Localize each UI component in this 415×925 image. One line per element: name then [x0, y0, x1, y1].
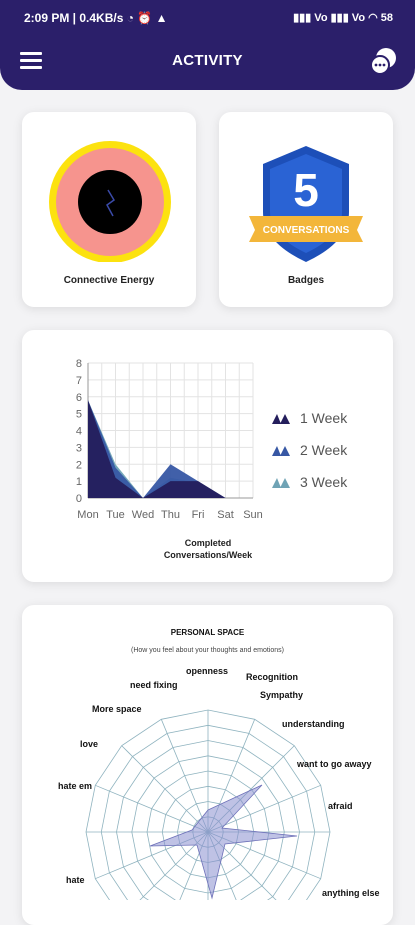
- connective-energy-card[interactable]: Connective Energy: [22, 112, 196, 307]
- radar-axis-label: understanding: [282, 719, 345, 729]
- weekly-chart-card: [22, 330, 393, 582]
- radar-ring: [116, 740, 300, 900]
- radar-axis-label: Sympathy: [260, 690, 303, 700]
- status-bar: 2:09 PM | 0.4KB/s ◔ ⏰ ▲ ▮▮▮ Vo ▮▮▮ Vo ◠ …: [0, 0, 415, 36]
- legend-label: 1 Week: [300, 410, 348, 426]
- app-bar: 2:09 PM | 0.4KB/s ◔ ⏰ ▲ ▮▮▮ Vo ▮▮▮ Vo ◠ …: [0, 0, 415, 90]
- chat-bubbles-icon[interactable]: [369, 46, 399, 76]
- legend-item: 3 Week: [272, 466, 347, 498]
- legend-swatch-icon: [272, 414, 290, 424]
- y-tick-label: 7: [76, 375, 82, 387]
- legend-swatch-icon: [272, 446, 290, 456]
- y-tick-label: 0: [76, 493, 82, 505]
- page-title: ACTIVITY: [172, 52, 243, 69]
- y-tick-label: 3: [76, 442, 82, 454]
- radar-axis-label: hate em: [58, 781, 92, 791]
- badges-card[interactable]: 5 CONVERSATIONS Badges: [219, 112, 393, 307]
- radar-spoke: [95, 784, 209, 833]
- radar-axis-label: Recognition: [246, 672, 298, 682]
- x-tick-label: Mon: [77, 509, 98, 521]
- radar-axis-label: want to go awayy: [296, 759, 372, 769]
- legend-item: 2 Week: [272, 434, 347, 466]
- x-tick-label: Fri: [192, 509, 205, 521]
- personal-space-radar: openness Recognition need fixing Sympathy Mo…: [58, 666, 380, 900]
- y-tick-label: 6: [76, 392, 82, 404]
- radar-ring: [85, 709, 331, 900]
- hamburger-icon[interactable]: [20, 52, 42, 69]
- radar-axis-label: afraid: [328, 801, 353, 811]
- chart-caption-line2: Conversations/Week: [163, 550, 253, 560]
- x-tick-label: Tue: [106, 509, 125, 521]
- series-area: [88, 400, 226, 498]
- weekly-chart: 0 1 2 3 4 5 6 7 8 Mon Tue Wed Thu Fri Sat Sun: [76, 358, 263, 521]
- radar-ring: [100, 724, 316, 900]
- personal-space-subtitle: (How you feel about your thoughts and em…: [131, 647, 284, 654]
- radar-axis-label: hate: [66, 875, 85, 885]
- y-tick-label: 4: [76, 426, 82, 438]
- radar-ring: [131, 755, 285, 900]
- radar-axis-label: More space: [92, 704, 142, 714]
- radar-spoke: [139, 831, 209, 900]
- radar-spoke: [207, 784, 321, 833]
- badge-ribbon-text: CONVERSATIONS: [263, 225, 350, 236]
- chart-caption-line1: Completed: [184, 538, 232, 548]
- x-tick-label: Sun: [243, 509, 263, 521]
- series-area: [88, 400, 226, 498]
- badge-number: 5: [293, 164, 319, 216]
- status-right: ▮▮▮ Vo ▮▮▮ Vo ◠ 58: [293, 12, 393, 24]
- badges-label: Badges: [287, 275, 325, 286]
- chart-caption: Completed Conversations/Week: [148, 537, 268, 561]
- legend-label: 2 Week: [300, 442, 348, 458]
- y-tick-label: 8: [76, 358, 82, 370]
- y-tick-label: 1: [76, 476, 82, 488]
- connective-energy-label: Connective Energy: [63, 275, 155, 286]
- radar-spoke: [121, 745, 209, 833]
- radar-axis-label: love: [80, 739, 98, 749]
- radar-axis-label: anything else: [322, 888, 380, 898]
- radar-spoke: [160, 719, 209, 833]
- radar-shape: [149, 784, 298, 900]
- y-tick-label: 5: [76, 409, 82, 421]
- radar-axis-label: need fixing: [130, 680, 178, 690]
- legend-label: 3 Week: [300, 474, 348, 490]
- x-tick-label: Sat: [217, 509, 234, 521]
- chart-legend: 1 Week 2 Week 3 Week: [272, 402, 347, 498]
- legend-item: 1 Week: [272, 402, 347, 434]
- legend-swatch-icon: [272, 478, 290, 488]
- y-tick-label: 2: [76, 459, 82, 471]
- badge-shield-icon: 5 CONVERSATIONS: [249, 146, 363, 262]
- personal-space-title: PERSONAL SPACE: [170, 628, 245, 637]
- x-tick-label: Thu: [161, 509, 180, 521]
- status-left: 2:09 PM | 0.4KB/s ◔ ⏰ ▲: [24, 11, 168, 25]
- radar-axis-label: openness: [186, 666, 228, 676]
- connective-energy-graphic: [49, 141, 171, 262]
- x-tick-label: Wed: [132, 509, 154, 521]
